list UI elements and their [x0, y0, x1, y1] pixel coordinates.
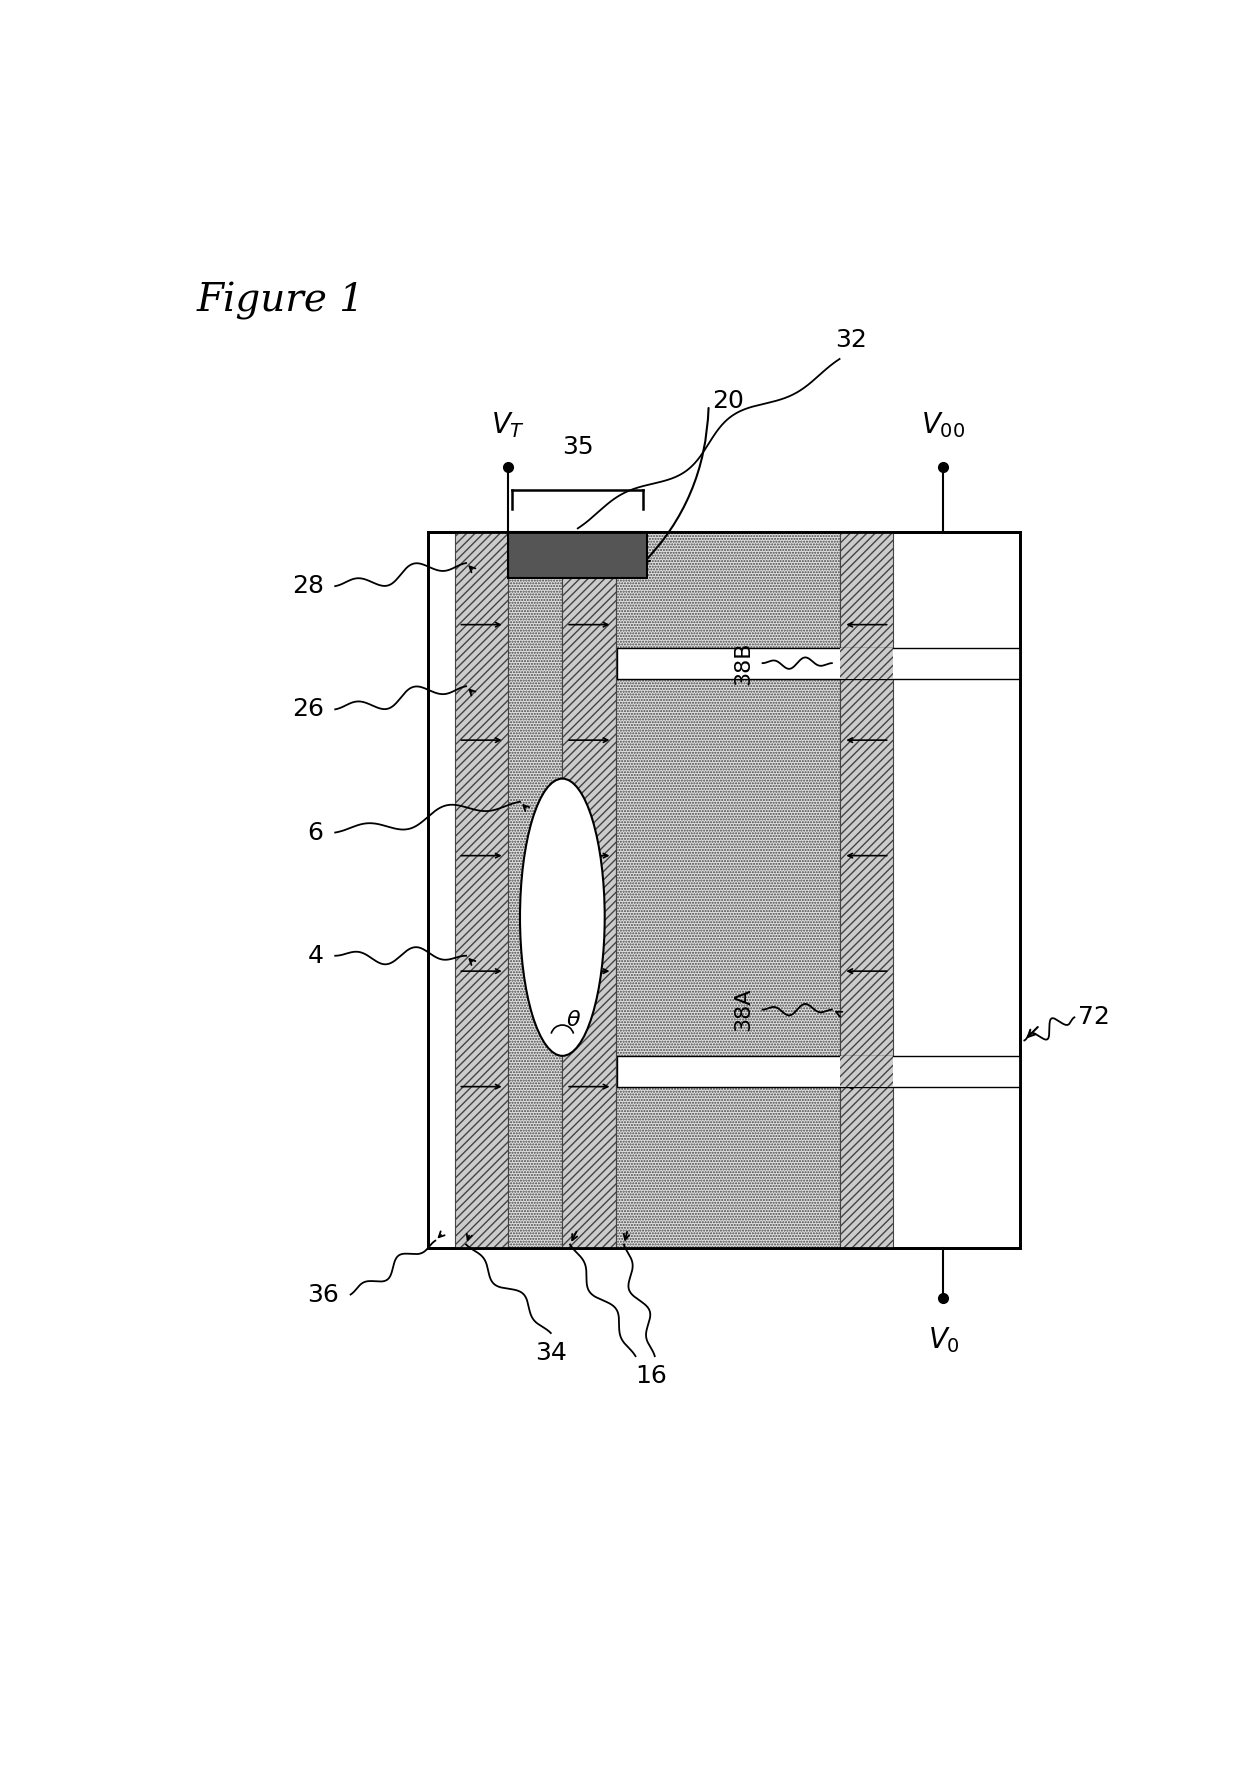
Bar	[508, 532, 563, 1249]
Bar	[616, 532, 839, 1249]
Bar	[839, 1056, 894, 1086]
Text: 6: 6	[308, 821, 324, 844]
Bar	[455, 532, 508, 1249]
Text: 4: 4	[308, 943, 324, 968]
Text: 16: 16	[635, 1363, 667, 1388]
Text: $V_0$: $V_0$	[928, 1324, 960, 1355]
Text: $V_{00}$: $V_{00}$	[921, 410, 966, 440]
Bar	[428, 532, 1021, 1249]
Text: 72: 72	[1079, 1005, 1110, 1030]
Text: Figure 1: Figure 1	[197, 283, 365, 320]
Bar	[563, 532, 616, 1249]
Text: 32: 32	[836, 328, 867, 351]
Text: 38A: 38A	[733, 987, 753, 1031]
Bar	[839, 648, 894, 678]
Ellipse shape	[520, 779, 605, 1056]
Text: 34: 34	[534, 1340, 567, 1365]
Bar	[618, 648, 1021, 678]
Bar	[508, 532, 647, 579]
Bar	[839, 532, 894, 1249]
Text: 35: 35	[562, 434, 594, 459]
Text: 20: 20	[713, 389, 744, 413]
Text: 28: 28	[291, 574, 324, 599]
Text: 26: 26	[291, 698, 324, 721]
Bar	[428, 532, 1021, 1249]
Bar	[618, 1056, 1021, 1086]
Text: $\theta$: $\theta$	[567, 1010, 582, 1030]
Text: 36: 36	[308, 1282, 339, 1307]
Text: $V_T$: $V_T$	[491, 410, 526, 440]
Text: 38B: 38B	[733, 641, 753, 685]
